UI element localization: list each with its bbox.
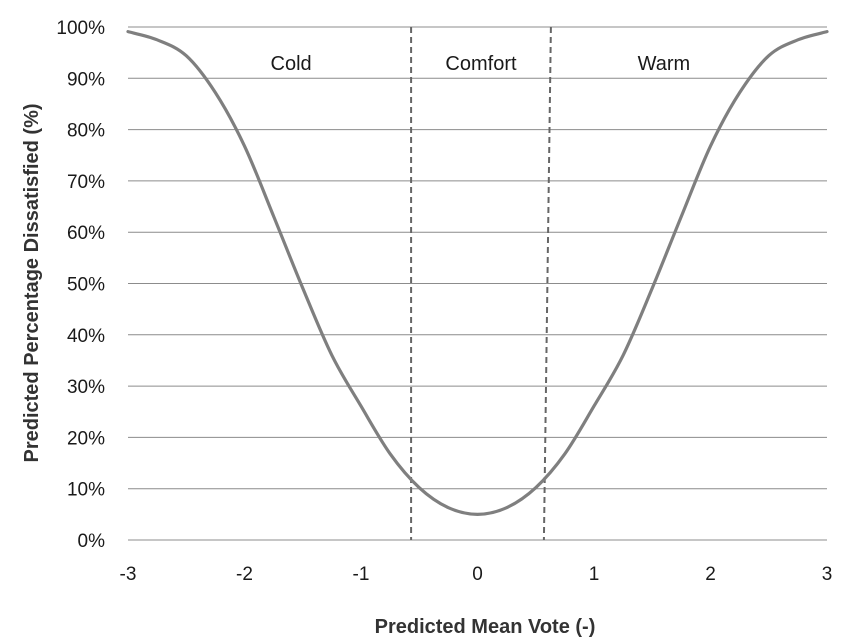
y-tick-labels: 0% 10% 20% 30% 40% 50% 60% 70% 80% 90% 100% [56,18,105,552]
x-tick-label: 0 [472,564,483,585]
gridlines [128,26,827,541]
y-tick-label: 30% [67,377,105,398]
x-tick-label: -2 [236,564,253,585]
zone-boundaries [410,26,552,541]
boundary-line-2 [542,26,552,541]
y-tick-label: 10% [67,480,105,501]
x-tick-label: -1 [353,564,370,585]
region-labels: Cold Comfort Warm [271,53,691,75]
x-tick-label: -3 [120,564,137,585]
x-tick-labels: -3 -2 -1 0 1 2 3 [120,564,833,585]
y-tick-label: 70% [67,172,105,193]
y-tick-label: 20% [67,428,105,449]
y-tick-label: 90% [67,69,105,90]
y-tick-label: 0% [78,531,106,552]
y-tick-label: 40% [67,326,105,347]
y-axis-title: Predicted Percentage Dissatisfied (%) [21,103,43,462]
y-tick-label: 60% [67,223,105,244]
ppd-curve-line [126,30,829,516]
region-label-cold: Cold [271,53,312,75]
y-tick-label: 100% [56,18,105,39]
y-tick-label: 80% [67,121,105,142]
x-tick-label: 2 [705,564,716,585]
region-label-warm: Warm [638,53,691,75]
x-tick-label: 1 [589,564,600,585]
region-label-comfort: Comfort [445,53,517,75]
x-tick-label: 3 [822,564,833,585]
y-tick-label: 50% [67,275,105,296]
x-axis-title: Predicted Mean Vote (-) [375,616,596,638]
series-layer [126,30,829,516]
